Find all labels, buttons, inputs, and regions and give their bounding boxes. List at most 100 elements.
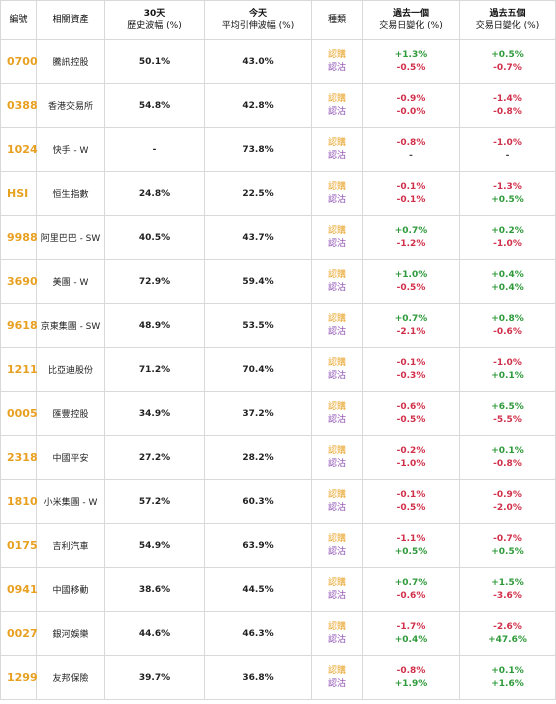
chg1-put-value: -0.5% [396,282,426,293]
header-implied-vol-line2: 平均引伸波幅 (%) [221,21,295,31]
chg1-call-value: -1.1% [396,533,426,544]
asset-name: 小米集團 - W [36,479,105,524]
implied-vol-value: 44.5% [204,567,312,612]
implied-vol-value: 36.8% [204,655,312,700]
chg5-call-value: +0.8% [491,313,524,324]
stock-code: 9988 [0,215,38,260]
table-row: 1211 比亞迪股份 71.2% 70.4% 認購 認沽 -0.1% -0.3% -1.0% +0… [0,347,556,392]
kind-cell: 認購 認沽 [311,479,363,524]
implied-vol-value: 28.2% [204,435,312,480]
header-chg5: 過去五個 交易日變化 (%) [459,0,556,40]
stock-code: 0175 [0,523,38,568]
kind-cell: 認購 認沽 [311,435,363,480]
header-code: 編號 [0,0,37,40]
chg1-call-value: +0.7% [394,577,428,588]
chg5-cell: +1.5% -3.6% [459,567,556,612]
asset-name: 匯豐控股 [36,391,105,436]
implied-vol-value: 63.9% [204,523,312,568]
hist-vol-value: 34.9% [104,391,205,436]
chg1-put-value: +0.4% [394,634,428,645]
chg5-cell: -1.0% +0.1% [459,347,556,392]
chg5-cell: -1.0% - [459,127,556,172]
hist-vol-value: 54.9% [104,523,205,568]
chg1-cell: +0.7% -1.2% [362,215,460,260]
kind-call-label: 認購 [327,577,346,588]
chg5-cell: +0.1% -0.8% [459,435,556,480]
kind-call-label: 認購 [327,621,346,632]
implied-vol-value: 60.3% [204,479,312,524]
chg1-call-value: -0.8% [396,665,426,676]
implied-vol-value: 73.8% [204,127,312,172]
hist-vol-value: 50.1% [104,39,205,84]
kind-put-label: 認沽 [327,238,346,249]
stock-code: 1211 [0,347,38,392]
chg5-put-value: -0.6% [493,326,522,337]
chg5-cell: +0.4% +0.4% [459,259,556,304]
header-hist-vol: 30天 歷史波幅 (%) [104,0,205,40]
kind-call-label: 認購 [327,401,346,412]
chg1-call-value: -0.6% [396,401,426,412]
kind-call-label: 認購 [327,489,346,500]
stock-code: 1024 [0,127,38,172]
kind-cell: 認購 認沽 [311,83,363,128]
kind-cell: 認購 認沽 [311,303,363,348]
chg1-cell: -0.8% +1.9% [362,655,460,700]
chg5-call-value: -1.4% [493,93,522,104]
hist-vol-value: 54.8% [104,83,205,128]
chg1-put-value: -0.3% [396,370,426,381]
kind-call-label: 認購 [327,93,346,104]
table-row: 9618 京東集團 - SW 48.9% 53.5% 認購 認沽 +0.7% -2.1% +0.… [0,303,556,348]
chg5-call-value: +0.1% [491,665,524,676]
stock-code: 2318 [0,435,38,480]
chg5-call-value: -1.3% [493,181,522,192]
chg5-put-value: +0.5% [491,194,524,205]
header-hist-vol-line1: 30天 [143,9,166,19]
chg1-call-value: -1.7% [396,621,426,632]
kind-put-label: 認沽 [327,106,346,117]
implied-vol-value: 22.5% [204,171,312,216]
hist-vol-value: 57.2% [104,479,205,524]
chg5-put-value: -0.7% [493,62,522,73]
header-chg1-line1: 過去一個 [392,9,429,19]
chg1-put-value: +1.9% [394,678,428,689]
chg1-cell: -0.9% -0.0% [362,83,460,128]
chg1-cell: -1.1% +0.5% [362,523,460,568]
table-row: HSI 恒生指數 24.8% 22.5% 認購 認沽 -0.1% -0.1% -1.3% +0.5… [0,171,556,216]
kind-put-label: 認沽 [327,458,346,469]
chg5-cell: +6.5% -5.5% [459,391,556,436]
kind-call-label: 認購 [327,225,346,236]
chg5-call-value: -0.9% [493,489,522,500]
table-row: 2318 中國平安 27.2% 28.2% 認購 認沽 -0.2% -1.0% +0.1% -0.… [0,435,556,480]
table-body: 0700 騰訊控股 50.1% 43.0% 認購 認沽 +1.3% -0.5% +0.5% -0.… [0,39,556,700]
table-row: 1299 友邦保險 39.7% 36.8% 認購 認沽 -0.8% +1.9% +0.1% +1.… [0,655,556,700]
stock-code: 1299 [0,655,38,700]
stock-code: 0941 [0,567,38,612]
kind-cell: 認購 認沽 [311,391,363,436]
kind-cell: 認購 認沽 [311,171,363,216]
implied-vol-value: 53.5% [204,303,312,348]
table-row: 0027 銀河娛樂 44.6% 46.3% 認購 認沽 -1.7% +0.4% -2.6% +47… [0,611,556,656]
chg1-call-value: +0.7% [394,225,428,236]
chg1-put-value: -1.0% [396,458,426,469]
stock-code: HSI [0,171,37,216]
table-row: 0700 騰訊控股 50.1% 43.0% 認購 認沽 +1.3% -0.5% +0.5% -0.… [0,39,556,84]
table-row: 0005 匯豐控股 34.9% 37.2% 認購 認沽 -0.6% -0.5% +6.5% -5.… [0,391,556,436]
chg1-cell: -0.8% - [362,127,460,172]
chg1-call-value: +0.7% [394,313,428,324]
asset-name: 比亞迪股份 [36,347,105,392]
chg5-put-value: +47.6% [488,634,527,645]
chg1-cell: -1.7% +0.4% [362,611,460,656]
chg5-cell: -1.4% -0.8% [459,83,556,128]
kind-call-label: 認購 [327,533,346,544]
chg1-cell: +1.3% -0.5% [362,39,460,84]
stock-code: 3690 [0,259,38,304]
kind-cell: 認購 認沽 [311,215,363,260]
chg1-cell: +0.7% -2.1% [362,303,460,348]
kind-cell: 認購 認沽 [311,347,363,392]
chg5-call-value: +6.5% [491,401,524,412]
kind-cell: 認購 認沽 [311,259,363,304]
chg5-cell: +0.1% +1.6% [459,655,556,700]
hist-vol-value: 39.7% [104,655,205,700]
chg1-call-value: -0.2% [396,445,426,456]
chg5-call-value: +0.1% [491,445,524,456]
